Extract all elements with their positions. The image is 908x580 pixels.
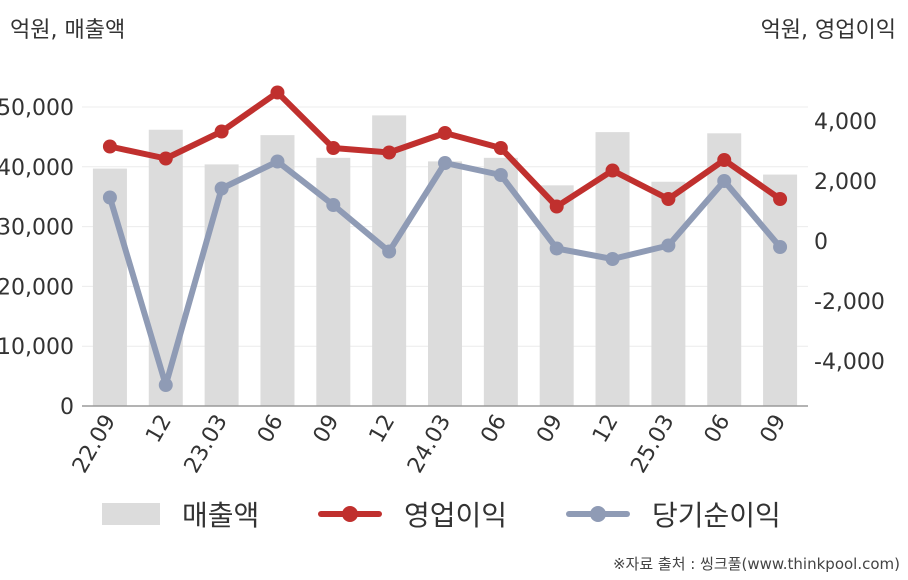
legend-label-net: 당기순이익 bbox=[652, 499, 781, 532]
legend-label-sales: 매출액 bbox=[182, 499, 260, 532]
x-axis-tick-label: 12 bbox=[365, 411, 401, 448]
operating-profit-point bbox=[717, 153, 732, 167]
legend-swatch-net bbox=[566, 503, 630, 525]
left-axis-unit: 억원, 매출액 bbox=[10, 18, 126, 43]
x-axis-tick-label: 23.03 bbox=[180, 411, 233, 478]
left-axis-tick-label: 20,000 bbox=[0, 275, 74, 300]
x-axis-tick-label: 09 bbox=[532, 411, 568, 448]
left-axis-tick-label: 30,000 bbox=[0, 216, 74, 241]
net-income-point bbox=[717, 174, 732, 188]
operating-profit-point bbox=[326, 141, 341, 155]
legend-swatch-operating bbox=[318, 503, 382, 525]
sales-bars bbox=[92, 115, 798, 406]
right-axis-tick-label: -4,000 bbox=[814, 350, 885, 375]
net-income-point bbox=[773, 240, 788, 254]
x-axis-tick-label: 09 bbox=[309, 411, 345, 448]
operating-profit-point bbox=[158, 151, 173, 166]
operating-profit-point bbox=[438, 126, 452, 140]
left-axis-tick-label: 10,000 bbox=[0, 335, 74, 360]
net-income-point bbox=[102, 190, 117, 205]
sales-bar bbox=[148, 129, 183, 406]
x-axis-tick-label: 12 bbox=[588, 411, 624, 448]
x-axis-tick-label: 25.03 bbox=[626, 411, 679, 478]
legend-label-operating: 영업이익 bbox=[404, 499, 508, 532]
legend-item-operating: 영업이익 bbox=[318, 494, 507, 534]
sales-bar bbox=[539, 185, 574, 406]
right-axis-tick-label: -2,000 bbox=[814, 290, 885, 315]
operating-profit-point bbox=[549, 199, 564, 214]
sales-bar bbox=[428, 161, 462, 406]
operating-profit-point bbox=[214, 124, 229, 139]
net-income-point bbox=[549, 241, 564, 256]
operating-profit-point bbox=[773, 192, 788, 206]
net-income-point bbox=[661, 238, 676, 253]
x-axis-tick-label: 22.09 bbox=[68, 411, 121, 478]
net-income-point bbox=[438, 156, 452, 170]
right-axis-tick-label: 2,000 bbox=[814, 170, 877, 195]
x-axis-tick-label: 06 bbox=[476, 411, 512, 448]
net-income-point bbox=[214, 181, 229, 196]
operating-profit-point bbox=[493, 141, 508, 155]
right-axis-tick-label: 0 bbox=[814, 230, 828, 255]
x-axis-tick-label: 06 bbox=[253, 411, 289, 448]
operating-profit-point bbox=[270, 85, 285, 100]
operating-profit-point bbox=[102, 139, 117, 154]
net-income-point bbox=[158, 378, 173, 392]
net-income-point bbox=[382, 244, 397, 259]
x-axis-tick-label: 09 bbox=[756, 411, 792, 448]
left-axis-tick-label: 0 bbox=[60, 395, 74, 420]
sales-bar bbox=[204, 164, 239, 406]
net-income-point bbox=[270, 154, 285, 169]
legend-item-sales: 매출액 bbox=[102, 494, 259, 534]
operating-profit-point bbox=[382, 145, 397, 160]
sales-bar bbox=[372, 115, 407, 406]
sales-bar bbox=[763, 174, 798, 406]
net-income-point bbox=[605, 252, 620, 266]
sales-bar bbox=[651, 181, 686, 406]
right-axis-tick-label: 4,000 bbox=[814, 110, 877, 135]
net-income-point bbox=[326, 198, 341, 212]
legend: 매출액 영업이익 당기순이익 bbox=[0, 494, 908, 534]
left-axis-tick-label: 50,000 bbox=[0, 96, 74, 121]
sales-bar bbox=[92, 168, 127, 406]
source-note: ※자료 출처 : 씽크풀(www.thinkpool.com) bbox=[612, 555, 900, 573]
sales-bar bbox=[260, 135, 295, 406]
profit-lines bbox=[102, 85, 788, 392]
right-axis-unit: 억원, 영업이익 bbox=[760, 18, 896, 43]
x-axis-tick-label: 06 bbox=[700, 411, 736, 448]
x-axis-tick-label: 12 bbox=[141, 411, 177, 448]
left-axis-tick-label: 40,000 bbox=[0, 156, 74, 181]
operating-profit-point bbox=[661, 192, 676, 206]
sales-bar bbox=[483, 157, 518, 406]
net-income-point bbox=[493, 168, 508, 182]
operating-profit-point bbox=[605, 163, 620, 178]
x-axis-tick-label: 24.03 bbox=[403, 411, 456, 478]
legend-item-net: 당기순이익 bbox=[566, 494, 781, 534]
legend-swatch-sales bbox=[102, 503, 160, 525]
